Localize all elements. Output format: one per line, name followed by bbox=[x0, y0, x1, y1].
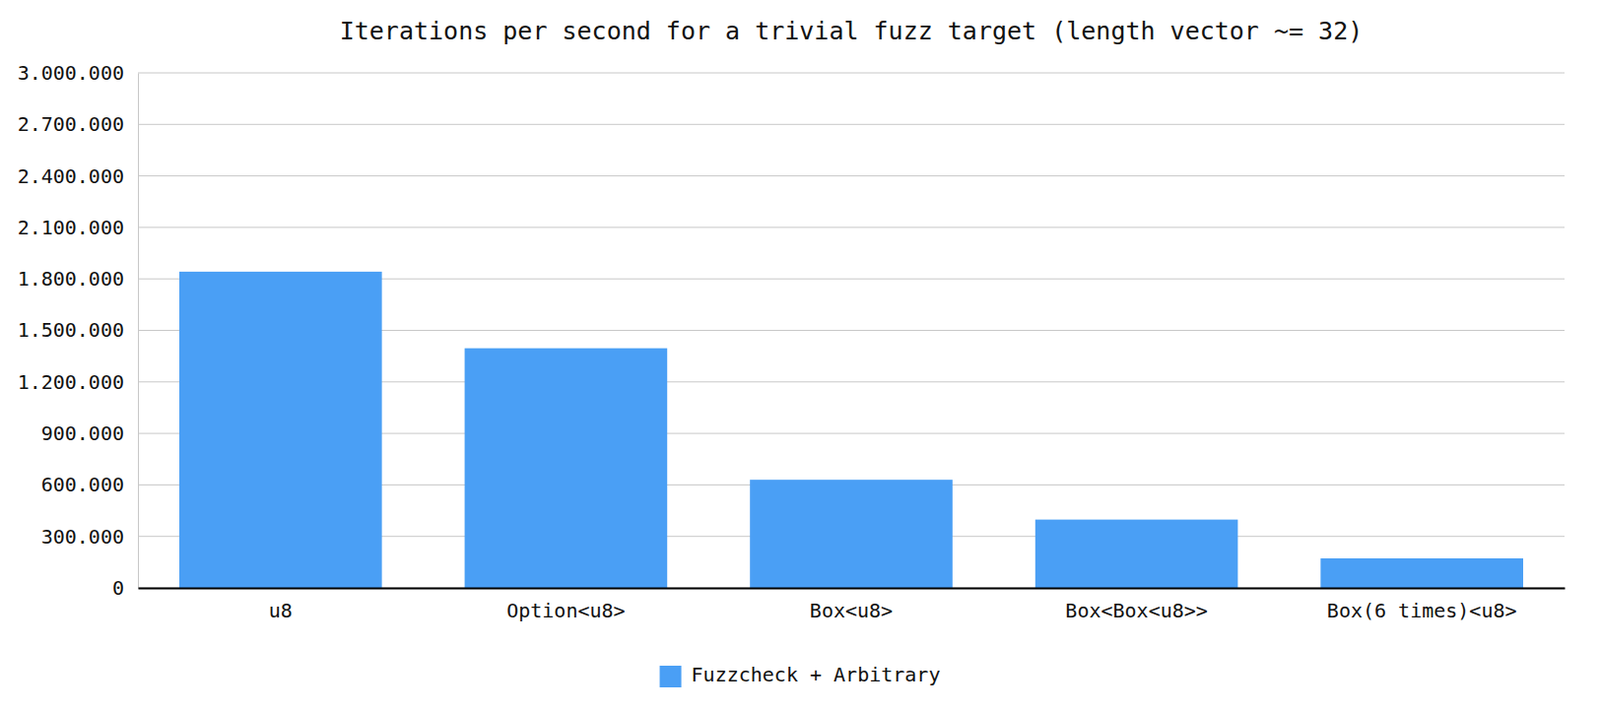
y-tick: 300.000 bbox=[41, 525, 138, 549]
y-tick-label: 2.400.000 bbox=[17, 164, 125, 189]
y-tick: 2.700.000 bbox=[17, 112, 138, 136]
bar bbox=[465, 348, 668, 589]
y-tick: 2.100.000 bbox=[17, 215, 138, 240]
grid-line bbox=[137, 124, 1565, 126]
y-tick: 600.000 bbox=[41, 472, 138, 497]
y-tick-label: 1.500.000 bbox=[17, 318, 125, 342]
bar bbox=[1320, 558, 1524, 589]
chart: Iterations per second for a trivial fuzz… bbox=[0, 0, 1600, 711]
x-tick: Box<Box<u8>> bbox=[1065, 588, 1208, 623]
legend: Fuzzcheck + Arbitrary bbox=[660, 663, 941, 688]
x-tick-label: Box<Box<u8>> bbox=[1065, 599, 1208, 623]
grid-line bbox=[137, 175, 1565, 177]
bar bbox=[1035, 520, 1239, 589]
x-tick-label: u8 bbox=[268, 599, 293, 623]
legend-label: Fuzzcheck + Arbitrary bbox=[691, 663, 941, 687]
y-tick: 2.400.000 bbox=[17, 164, 138, 189]
y-tick-label: 2.700.000 bbox=[17, 112, 125, 136]
grid-line bbox=[137, 588, 1565, 590]
y-tick-label: 0 bbox=[112, 576, 125, 600]
y-axis: 0 300.000 600.000 900.000 1.200.000 1.500.000… bbox=[17, 61, 139, 600]
y-tick-label: 2.100.000 bbox=[17, 215, 125, 240]
grid bbox=[137, 72, 1565, 589]
x-tick-label: Option<u8> bbox=[506, 599, 625, 623]
x-tick-label: Box<u8> bbox=[809, 599, 893, 623]
y-tick: 0 bbox=[112, 576, 138, 600]
bar bbox=[179, 271, 383, 589]
y-tick: 1.500.000 bbox=[17, 318, 138, 342]
y-tick: 900.000 bbox=[41, 421, 138, 446]
y-tick-label: 1.200.000 bbox=[17, 370, 125, 395]
plot: 0 300.000 600.000 900.000 1.200.000 1.500.000… bbox=[17, 61, 1566, 623]
y-tick: 3.000.000 bbox=[17, 61, 138, 85]
x-axis-line bbox=[138, 588, 1566, 591]
title: Iterations per second for a trivial fuzz… bbox=[339, 16, 1364, 46]
y-axis-line bbox=[137, 73, 139, 590]
y-tick-label: 900.000 bbox=[41, 421, 125, 446]
legend-swatch bbox=[660, 666, 682, 688]
x-tick: Option<u8> bbox=[506, 588, 625, 623]
grid-line bbox=[137, 72, 1565, 74]
grid-line bbox=[137, 226, 1565, 228]
bar bbox=[749, 479, 953, 589]
x-tick-label: Box(6 times)<u8> bbox=[1327, 599, 1518, 623]
x-tick: Box<u8> bbox=[809, 588, 893, 623]
legend-item: Fuzzcheck + Arbitrary bbox=[660, 663, 941, 688]
y-tick: 1.800.000 bbox=[17, 266, 138, 291]
y-tick-label: 1.800.000 bbox=[17, 266, 125, 291]
x-tick: u8 bbox=[268, 588, 293, 623]
y-tick-label: 300.000 bbox=[41, 525, 125, 549]
y-tick-label: 3.000.000 bbox=[17, 61, 125, 85]
x-tick: Box(6 times)<u8> bbox=[1327, 588, 1518, 623]
x-axis: u8 Option<u8> Box<u8> Box<Box<u8>> Box(6 tim… bbox=[138, 588, 1566, 623]
bars bbox=[179, 271, 1524, 589]
y-tick-label: 600.000 bbox=[41, 472, 125, 497]
y-tick: 1.200.000 bbox=[17, 370, 138, 395]
